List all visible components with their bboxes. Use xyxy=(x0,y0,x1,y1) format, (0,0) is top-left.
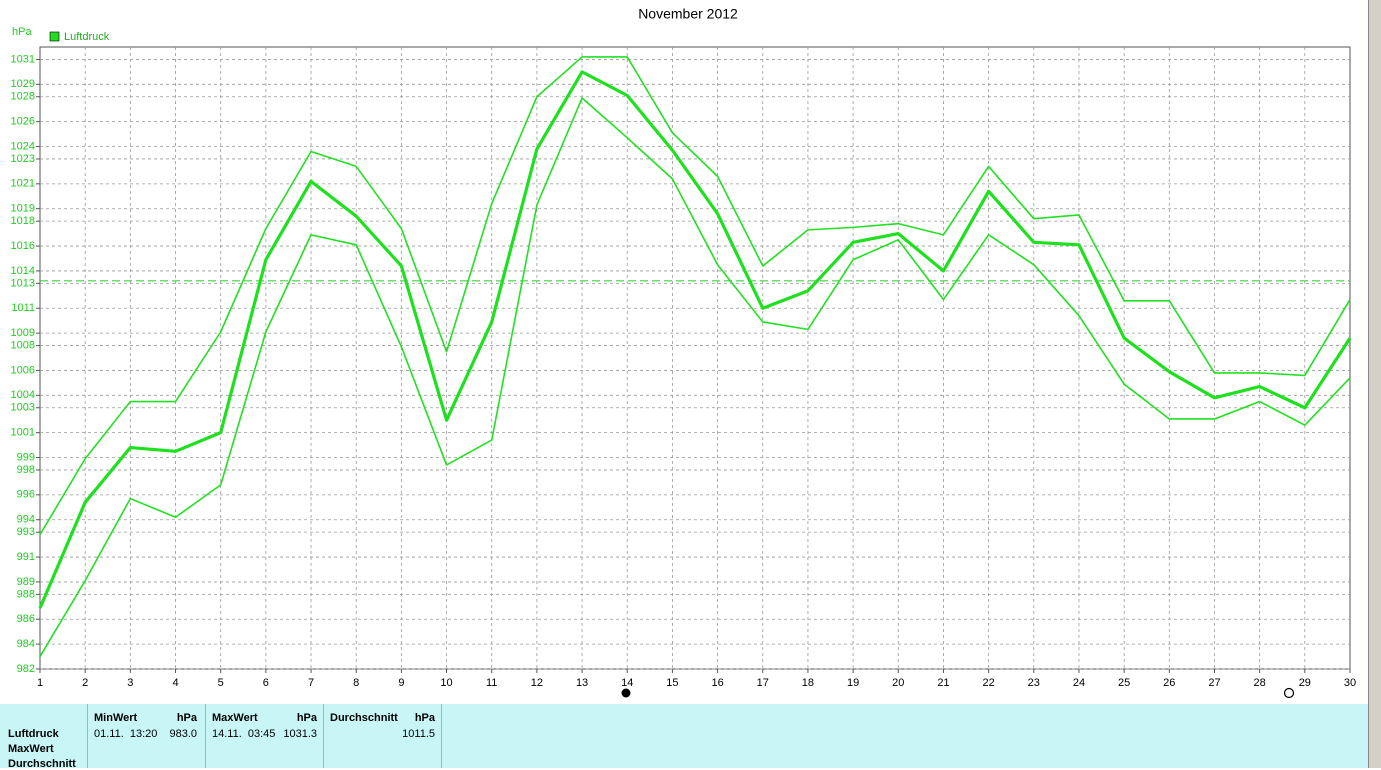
y-tick-label: 982 xyxy=(17,663,35,675)
row-labels: Luftdruck MaxWert Durchschnitt xyxy=(0,704,88,770)
y-tick-label: 989 xyxy=(17,576,35,588)
column-header: Durchschnitt xyxy=(330,712,398,724)
x-tick-label: 17 xyxy=(757,677,769,689)
data-line xyxy=(38,70,1352,609)
stat-time: 14.11. 03:45 xyxy=(212,728,276,740)
x-tick-label: 26 xyxy=(1163,677,1175,689)
row-label: Luftdruck xyxy=(8,728,59,740)
chart-title: November 2012 xyxy=(638,6,738,22)
x-tick-label: 24 xyxy=(1073,677,1085,689)
x-tick-label: 19 xyxy=(847,677,859,689)
y-tick-label: 1019 xyxy=(11,203,35,215)
y-tick-label: 1023 xyxy=(11,153,35,165)
moon-full-icon xyxy=(621,688,631,698)
chart: November 2012 hPa Luftdruck 982984986988… xyxy=(11,6,1356,699)
y-tick-label: 1028 xyxy=(11,91,35,103)
data-line xyxy=(39,56,1351,536)
x-tick-label: 21 xyxy=(937,677,949,689)
y-tick-label: 1031 xyxy=(11,53,35,65)
moon-new-icon xyxy=(1283,687,1295,699)
y-tick-label: 1008 xyxy=(11,339,35,351)
y-tick-label: 1006 xyxy=(11,364,35,376)
x-tick-label: 12 xyxy=(531,677,543,689)
y-tick-label: 998 xyxy=(17,464,35,476)
x-tick-label: 1 xyxy=(37,677,43,689)
data-line xyxy=(39,97,1351,657)
y-tick-label: 993 xyxy=(17,526,35,538)
row-label: MaxWert xyxy=(8,743,54,755)
x-tick-label: 23 xyxy=(1028,677,1040,689)
stat-time: 01.11. 13:20 xyxy=(94,728,158,740)
y-tick-label: 994 xyxy=(17,514,35,526)
column-unit: hPa xyxy=(296,712,317,724)
y-tick-label: 1003 xyxy=(11,402,35,414)
x-tick-label: 9 xyxy=(398,677,404,689)
y-tick-label: 1014 xyxy=(11,265,35,277)
y-tick-label: 1009 xyxy=(11,327,35,339)
y-tick-label: 1004 xyxy=(11,389,35,401)
stats-column: MaxWert hPa 14.11. 03:45 1031.3 xyxy=(206,704,324,768)
column-header: MaxWert xyxy=(212,712,258,724)
stats-column: MinWert hPa 01.11. 13:20 983.0 xyxy=(88,704,206,768)
stat-value: 983.0 xyxy=(169,728,197,740)
x-tick-label: 11 xyxy=(486,677,497,689)
legend-swatch xyxy=(49,31,60,42)
y-tick-label: 996 xyxy=(17,489,35,501)
row-label: Durchschnitt xyxy=(8,758,76,770)
x-tick-label: 18 xyxy=(802,677,814,689)
y-tick-label: 1024 xyxy=(11,140,35,152)
x-tick-label: 25 xyxy=(1118,677,1130,689)
x-tick-label: 30 xyxy=(1344,677,1356,689)
x-tick-label: 15 xyxy=(666,677,678,689)
x-tick-label: 16 xyxy=(711,677,723,689)
y-tick-label: 1013 xyxy=(11,277,35,289)
x-tick-label: 29 xyxy=(1299,677,1311,689)
x-tick-label: 22 xyxy=(982,677,994,689)
x-tick-label: 8 xyxy=(353,677,359,689)
column-unit: hPa xyxy=(414,712,435,724)
x-tick-label: 4 xyxy=(172,677,178,689)
y-tick-label: 991 xyxy=(17,551,35,563)
stat-value: 1031.3 xyxy=(283,728,317,740)
stats-column: Durchschnitt hPa 1011.5 xyxy=(324,704,442,768)
y-tick-label: 1026 xyxy=(11,116,35,128)
x-tick-label: 3 xyxy=(127,677,133,689)
x-tick-label: 2 xyxy=(82,677,88,689)
x-tick-label: 13 xyxy=(576,677,588,689)
y-tick-label: 1029 xyxy=(11,78,35,90)
x-tick-label: 7 xyxy=(308,677,314,689)
x-tick-label: 10 xyxy=(440,677,452,689)
y-tick-label: 986 xyxy=(17,613,35,625)
y-tick-label: 1021 xyxy=(11,178,35,190)
y-tick-label: 999 xyxy=(17,451,35,463)
y-tick-label: 1018 xyxy=(11,215,35,227)
y-axis-label: hPa xyxy=(12,26,32,38)
column-header: MinWert xyxy=(94,712,138,724)
x-tick-label: 28 xyxy=(1254,677,1266,689)
x-tick-label: 27 xyxy=(1208,677,1220,689)
scrollbar[interactable] xyxy=(1368,0,1381,768)
y-tick-label: 988 xyxy=(17,588,35,600)
x-tick-label: 14 xyxy=(621,677,633,689)
x-tick-label: 5 xyxy=(218,677,224,689)
y-tick-label: 984 xyxy=(17,638,35,650)
y-tick-label: 1016 xyxy=(11,240,35,252)
stats-panel: Luftdruck MaxWert Durchschnitt MinWert h… xyxy=(0,704,1368,770)
x-tick-label: 6 xyxy=(263,677,269,689)
y-tick-label: 1001 xyxy=(11,427,35,439)
stat-value: 1011.5 xyxy=(402,728,435,740)
y-tick-label: 1011 xyxy=(11,302,35,314)
x-tick-label: 20 xyxy=(892,677,904,689)
column-unit: hPa xyxy=(176,712,197,724)
legend-label: Luftdruck xyxy=(64,31,110,43)
